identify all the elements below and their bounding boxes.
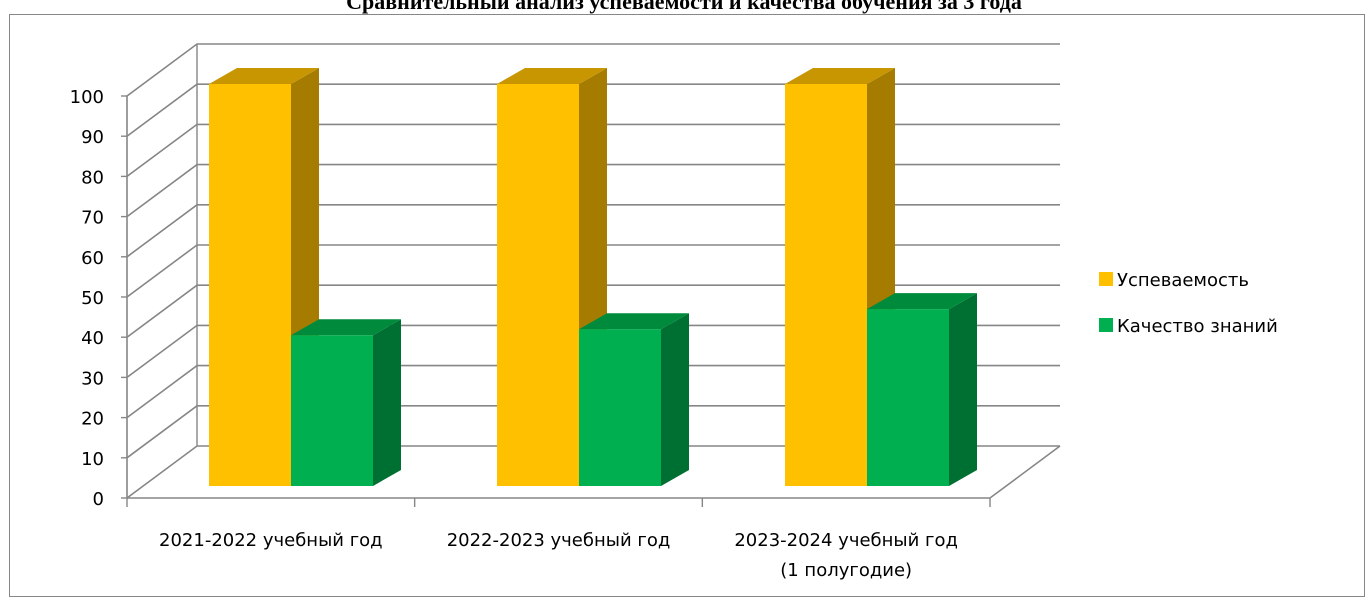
bar-front xyxy=(497,84,579,486)
gridline xyxy=(126,445,1060,499)
bar-top xyxy=(291,319,401,336)
x-tick-label: 2021-2022 учебный год xyxy=(159,530,383,551)
bar-front xyxy=(867,309,949,486)
legend-item: Успеваемость xyxy=(1099,270,1249,291)
x-tick-label: 2022-2023 учебный год xyxy=(447,530,671,551)
bar-kachestvo xyxy=(867,293,977,486)
y-tick-label: 60 xyxy=(81,248,104,269)
axes xyxy=(121,95,1061,507)
legend-item: Качество знаний xyxy=(1099,316,1278,337)
y-tick-label: 10 xyxy=(81,449,104,470)
y-tick-label: 70 xyxy=(81,208,104,229)
bar-top xyxy=(209,68,319,84)
chart-area-border xyxy=(9,14,1365,597)
bar-top xyxy=(867,293,977,310)
gridline xyxy=(126,284,1060,338)
y-tick-label: 20 xyxy=(81,409,104,430)
x-tick-label: 2023-2024 учебный год xyxy=(734,530,958,551)
bar-top xyxy=(785,68,895,84)
bar-kachestvo xyxy=(579,313,689,486)
bar-top xyxy=(579,313,689,330)
gridline xyxy=(126,43,1060,97)
bar-front xyxy=(579,329,661,486)
gridline xyxy=(126,163,1060,218)
gridline xyxy=(126,244,1060,298)
y-tick-label: 90 xyxy=(81,127,104,148)
y-axis-tick-labels: 0 10 20 30 40 50 60 70 80 90 100 xyxy=(70,87,104,510)
legend-swatch xyxy=(1099,318,1113,332)
legend-label: Качество знаний xyxy=(1117,316,1278,337)
bar-side xyxy=(661,313,689,486)
y-tick-label: 40 xyxy=(81,328,104,349)
x-axis-tick-labels: 2021-2022 учебный год 2022-2023 учебный г… xyxy=(159,530,958,581)
chart-title: Сравнительный анализ успеваемости и каче… xyxy=(346,0,1022,14)
y-tick-label: 30 xyxy=(81,368,104,389)
bar-side xyxy=(373,319,401,486)
gridline xyxy=(126,324,1060,379)
gridline xyxy=(126,364,1060,419)
y-tick-label: 100 xyxy=(70,87,104,108)
gridline xyxy=(126,404,1060,459)
gridline xyxy=(126,123,1060,178)
gridlines xyxy=(126,43,1060,499)
bar-front xyxy=(291,335,373,486)
y-tick-label: 0 xyxy=(93,489,104,510)
y-tick-label: 80 xyxy=(81,167,104,188)
bar-front xyxy=(209,84,291,486)
gridline xyxy=(126,83,1060,137)
bar-top xyxy=(497,68,607,84)
bar-kachestvo xyxy=(291,319,401,486)
bar-side xyxy=(949,293,977,486)
legend-swatch xyxy=(1099,272,1113,286)
bar-front xyxy=(785,84,867,486)
legend: Успеваемость Качество знаний xyxy=(1099,270,1278,337)
legend-label: Успеваемость xyxy=(1117,270,1249,291)
y-tick-label: 50 xyxy=(81,288,104,309)
x-tick-label: (1 полугодие) xyxy=(780,560,912,581)
gridline xyxy=(126,204,1060,258)
bars xyxy=(209,68,977,486)
